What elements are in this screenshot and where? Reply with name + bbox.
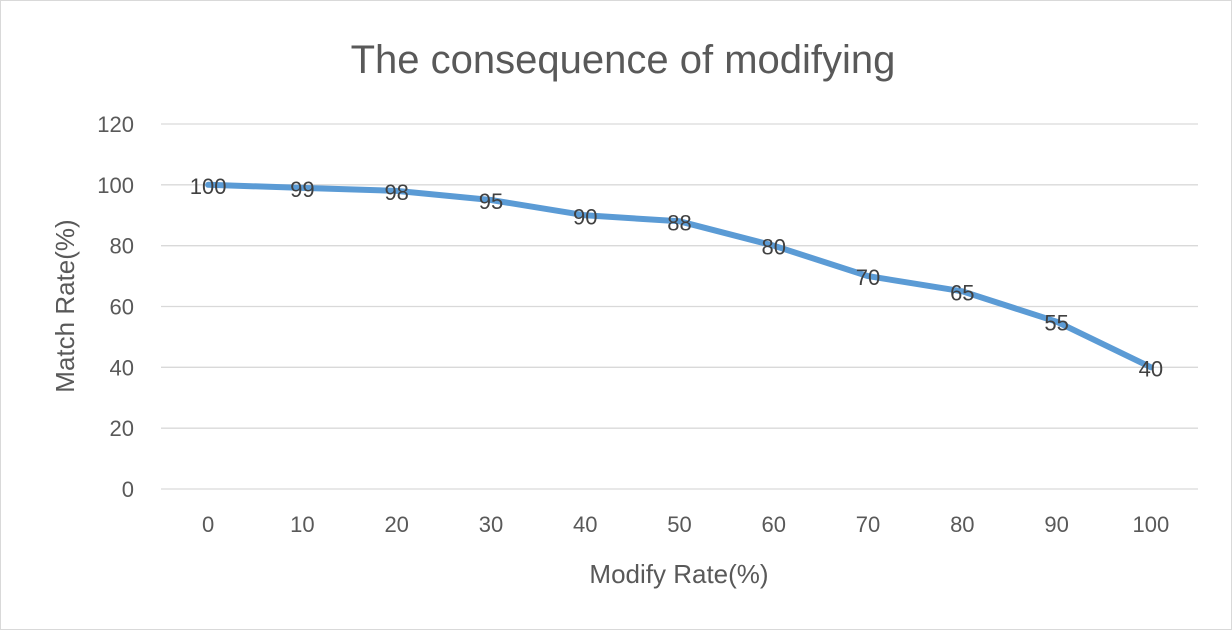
data-label: 70 bbox=[856, 265, 880, 290]
y-tick-label: 0 bbox=[122, 477, 134, 502]
x-axis-ticks: 0 10 20 30 40 50 60 70 80 90 100 bbox=[202, 512, 1169, 537]
gridlines bbox=[161, 123, 1198, 490]
y-tick-label: 100 bbox=[97, 173, 134, 198]
data-label: 90 bbox=[573, 204, 597, 229]
y-tick-label: 80 bbox=[110, 234, 134, 259]
x-tick-label: 100 bbox=[1133, 512, 1170, 537]
x-tick-label: 70 bbox=[856, 512, 880, 537]
x-tick-label: 40 bbox=[573, 512, 597, 537]
x-tick-label: 80 bbox=[950, 512, 974, 537]
x-tick-label: 10 bbox=[290, 512, 314, 537]
y-axis-ticks: 0 20 40 60 80 100 120 bbox=[97, 112, 134, 502]
y-tick-label: 40 bbox=[110, 355, 134, 380]
x-tick-label: 90 bbox=[1044, 512, 1068, 537]
x-axis-title: Modify Rate(%) bbox=[589, 559, 768, 589]
data-label: 80 bbox=[762, 235, 786, 260]
x-tick-label: 20 bbox=[384, 512, 408, 537]
data-label: 88 bbox=[667, 210, 691, 235]
data-label: 98 bbox=[384, 180, 408, 205]
data-label: 65 bbox=[950, 280, 974, 305]
x-tick-label: 30 bbox=[479, 512, 503, 537]
x-tick-label: 60 bbox=[762, 512, 786, 537]
data-label: 55 bbox=[1044, 311, 1068, 336]
series-line bbox=[205, 181, 1154, 371]
data-label: 95 bbox=[479, 189, 503, 214]
y-tick-label: 60 bbox=[110, 295, 134, 320]
data-label: 100 bbox=[190, 174, 227, 199]
x-tick-label: 50 bbox=[667, 512, 691, 537]
y-axis-title: Match Rate(%) bbox=[50, 219, 80, 392]
data-labels: 100 99 98 95 90 88 80 70 65 55 40 bbox=[190, 174, 1163, 382]
y-tick-label: 20 bbox=[110, 416, 134, 441]
y-tick-label: 120 bbox=[97, 112, 134, 137]
data-label: 99 bbox=[290, 177, 314, 202]
chart-title: The consequence of modifying bbox=[351, 38, 896, 82]
x-tick-label: 0 bbox=[202, 512, 214, 537]
data-label: 40 bbox=[1139, 356, 1163, 381]
